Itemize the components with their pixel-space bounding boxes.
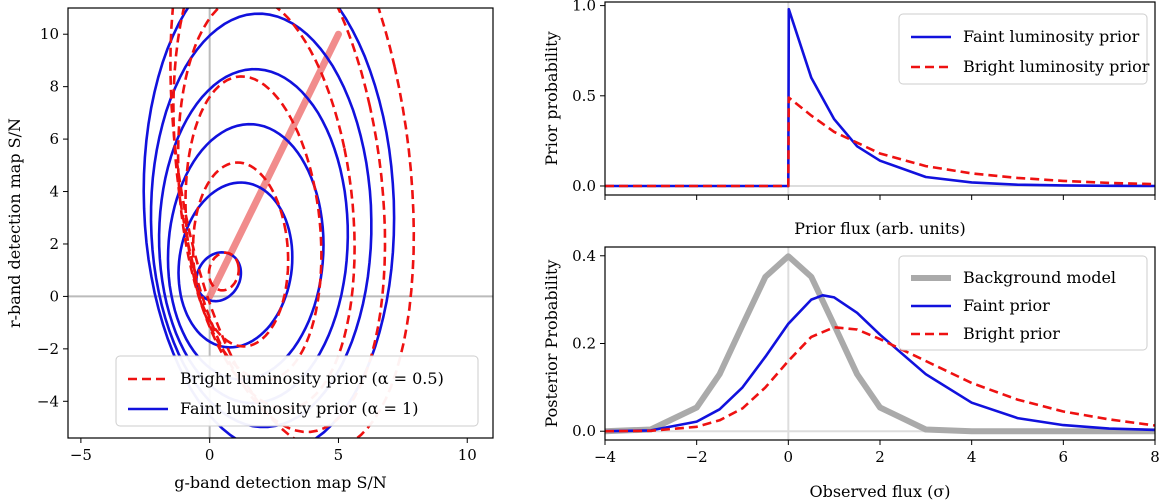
x-axis-label: g-band detection map S/N xyxy=(174,473,387,492)
y-tick-label: 8 xyxy=(49,78,59,96)
legend-label: Bright prior xyxy=(963,324,1060,343)
series-line-background-model xyxy=(604,253,1155,435)
legend-label: Faint luminosity prior xyxy=(963,27,1140,46)
plot-frame-1 xyxy=(67,7,494,439)
y-tick-label: 0.0 xyxy=(572,422,596,440)
series-line-faint-luminosity-prior xyxy=(605,7,1156,188)
legend-label: Faint luminosity prior (α = 1) xyxy=(180,399,418,418)
legend-box xyxy=(898,13,1148,85)
y-tick-label: 0 xyxy=(49,287,59,305)
y-tick-label: 4 xyxy=(49,183,59,201)
x-tick-label: 5 xyxy=(334,446,344,464)
x-tick-label: 2 xyxy=(875,448,885,466)
y-tick-label: 0.2 xyxy=(572,335,596,353)
contour-line-bright xyxy=(207,251,240,292)
y-tick-label: −2 xyxy=(37,340,59,358)
y-tick-label: 0.5 xyxy=(572,87,596,105)
y-tick-label: 2 xyxy=(49,235,59,253)
y-axis-label: r-band detection map S/N xyxy=(5,118,24,328)
contour-line-bright xyxy=(172,8,387,434)
y-tick-label: −4 xyxy=(37,392,59,410)
x-tick-label: 0 xyxy=(784,448,794,466)
legend-label: Bright luminosity prior xyxy=(963,57,1150,76)
y-axis-label: Posterior Probability xyxy=(542,260,561,428)
series-line-bright-luminosity-prior xyxy=(605,96,1156,188)
y-tick-label: 0.0 xyxy=(572,177,596,195)
legend-box xyxy=(898,255,1148,351)
y-tick-label: 10 xyxy=(40,25,59,43)
x-tick-label: 8 xyxy=(1150,448,1160,466)
legend-label: Background model xyxy=(963,268,1116,287)
x-axis-label: Prior flux (arb. units) xyxy=(794,219,965,238)
x-axis-label: Observed flux (σ) xyxy=(809,482,950,501)
x-tick-label: 10 xyxy=(458,446,477,464)
series-line-faint-prior xyxy=(604,294,1156,433)
y-tick-label: 0.4 xyxy=(572,247,596,265)
contour-line-faint xyxy=(166,122,325,381)
x-tick-label: 0 xyxy=(205,446,215,464)
legend-label: Bright luminosity prior (α = 0.5) xyxy=(180,369,444,388)
y-tick-label: 1.0 xyxy=(572,0,596,15)
contour-line-faint xyxy=(177,181,294,349)
legend-label: Faint prior xyxy=(963,296,1050,315)
x-tick-label: −5 xyxy=(70,446,92,464)
contour-line-faint xyxy=(149,12,373,429)
contour-line-bright xyxy=(176,8,356,410)
x-tick-label: 4 xyxy=(967,448,977,466)
y-axis-label: Prior probability xyxy=(542,31,561,165)
series-line-bright-prior xyxy=(604,326,1156,433)
legend-box xyxy=(115,355,479,427)
x-tick-label: −2 xyxy=(686,448,708,466)
y-tick-label: 6 xyxy=(49,130,59,148)
x-tick-label: −4 xyxy=(594,448,616,466)
ridge-line xyxy=(206,30,342,300)
contour-line-faint xyxy=(157,67,350,405)
x-tick-label: 6 xyxy=(1059,448,1069,466)
